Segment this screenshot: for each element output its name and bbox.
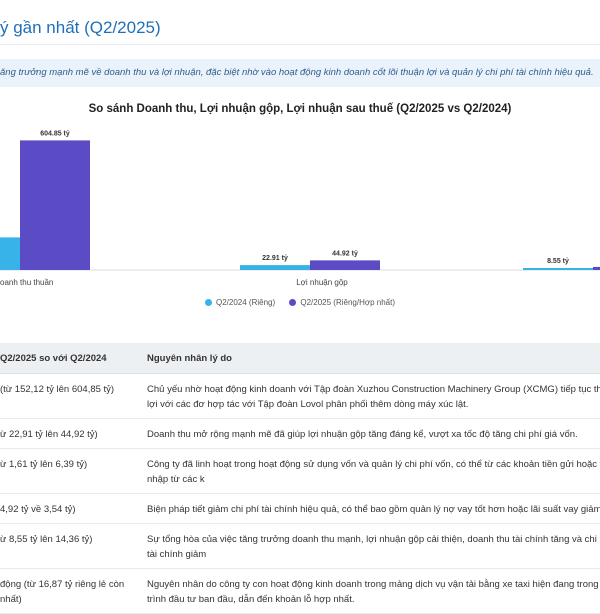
data-label: 604.85 tỷ [40,130,70,137]
table-cell-metric: động (từ 16,87 tỷ riêng lẻ còn nhất) [0,568,141,614]
data-label: 44.92 tỷ [332,250,358,257]
table-row: ừ 8,55 tỷ lên 14,36 tỷ) Sự tổng hòa của … [0,523,600,569]
legend-item-q2-2025[interactable]: Q2/2025 (Riêng/Hợp nhất) [289,298,395,307]
table-cell-metric: ừ 22,91 tỷ lên 44,92 tỷ) [0,418,141,449]
chart-title: So sánh Doanh thu, Lợi nhuận gộp, Lợi nh… [88,103,512,115]
legend-item-q2-2024[interactable]: Q2/2024 (Riêng) [204,298,276,307]
bar-q2-2025-2[interactable] [593,266,600,270]
data-label: 22.91 tỷ [262,255,288,262]
table-cell-metric: 4,92 tỷ về 3,54 tỷ) [0,493,141,524]
table-cell-reason: Biện pháp tiết giảm chi phí tài chính hi… [141,493,600,524]
table-cell-reason: Công ty đã linh hoạt trong hoạt động sử … [141,448,600,494]
divider [0,44,600,45]
data-label: 8.55 tỷ [547,258,569,265]
legend-swatch-q2-2025 [289,299,297,306]
chart-legend: Q2/2024 (Riêng) Q2/2025 (Riêng/Hợp nhất) [0,298,600,307]
reasons-table: Q2/2025 so với Q2/2024 Nguyên nhân lý do… [0,343,600,614]
legend-label-q2-2025: Q2/2025 (Riêng/Hợp nhất) [300,298,396,307]
bar-chart: 604.85 tỷ oanh thu thuần 22.91 tỷ 44.92 tỷ L… [0,130,600,287]
bar-q2-2025-1[interactable] [310,260,380,270]
bar-q2-2025-0[interactable] [20,140,90,270]
legend-swatch-q2-2024 [204,299,212,306]
page-title: ý gần nhất (Q2/2025) [0,18,161,37]
table-cell-metric: ừ 8,55 tỷ lên 14,36 tỷ) [0,523,141,569]
category-label: oanh thu thuần [0,278,53,287]
category-label: Lợi nhuận gộp [296,278,348,287]
table-cell-metric: ừ 1,61 tỷ lên 6,39 tỷ) [0,448,141,494]
table-header-reason: Nguyên nhân lý do [141,343,600,374]
bar-q2-2024-1[interactable] [240,265,310,270]
table-cell-reason: Sự tổng hòa của việc tăng trưởng doanh t… [141,523,600,569]
table-cell-reason: Chủ yếu nhờ hoạt động kinh doanh với Tập… [141,373,600,419]
table-row: (từ 152,12 tỷ lên 604,85 tỷ) Chủ yếu nhờ… [0,373,600,419]
table-row: động (từ 16,87 tỷ riêng lẻ còn nhất) Ngu… [0,568,600,614]
table-row: ừ 1,61 tỷ lên 6,39 tỷ) Công ty đã linh h… [0,448,600,494]
bar-q2-2024-2[interactable] [523,268,593,270]
bar-q2-2024-0[interactable] [0,237,20,270]
table-row: ừ 22,91 tỷ lên 44,92 tỷ) Doanh thu mở rộ… [0,418,600,449]
summary-banner: ăng trưởng mạnh mẽ về doanh thu và lợi n… [0,59,600,87]
table-header-metric: Q2/2025 so với Q2/2024 [0,343,141,374]
table-cell-reason: Doanh thu mở rộng mạnh mẽ đã giúp lợi nh… [141,418,600,449]
table-row: 4,92 tỷ về 3,54 tỷ) Biện pháp tiết giảm … [0,493,600,524]
table-header-row: Q2/2025 so với Q2/2024 Nguyên nhân lý do [0,343,600,374]
table-cell-metric: (từ 152,12 tỷ lên 604,85 tỷ) [0,373,141,419]
table-cell-reason: Nguyên nhân do công ty con hoạt động kin… [141,568,600,614]
legend-label-q2-2024: Q2/2024 (Riêng) [215,298,276,307]
